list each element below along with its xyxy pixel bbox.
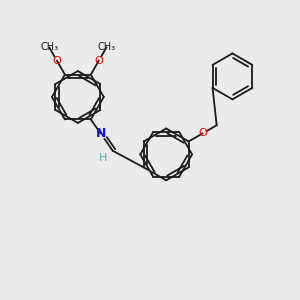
Text: N: N (95, 127, 106, 140)
Text: CH₃: CH₃ (98, 42, 116, 52)
Text: O: O (198, 128, 207, 138)
Text: CH₃: CH₃ (40, 42, 58, 52)
Text: H: H (99, 153, 107, 163)
Text: O: O (94, 56, 103, 65)
Text: O: O (52, 56, 61, 65)
